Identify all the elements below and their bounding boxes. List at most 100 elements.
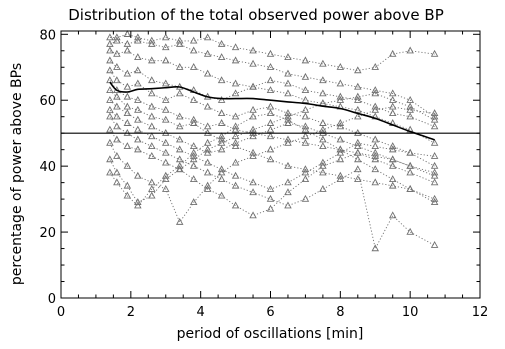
data-point bbox=[430, 49, 439, 57]
data-point bbox=[123, 39, 132, 47]
data-point bbox=[319, 135, 327, 143]
series-line-10 bbox=[109, 116, 435, 250]
data-point bbox=[134, 198, 142, 206]
data-point bbox=[371, 142, 380, 150]
data-point bbox=[217, 138, 226, 146]
series-line-1 bbox=[109, 33, 435, 72]
data-point bbox=[231, 132, 240, 140]
data-point bbox=[203, 122, 212, 130]
data-point bbox=[113, 152, 121, 159]
mean-curve bbox=[109, 81, 435, 141]
data-point bbox=[217, 175, 226, 182]
data-point bbox=[203, 33, 212, 41]
x-tick-label: 8 bbox=[336, 305, 344, 320]
data-point bbox=[371, 102, 380, 110]
data-point bbox=[175, 161, 184, 169]
data-point bbox=[113, 49, 121, 57]
data-point bbox=[123, 119, 132, 126]
data-point bbox=[354, 148, 362, 156]
data-point bbox=[217, 76, 226, 84]
data-point bbox=[161, 158, 170, 166]
data-point bbox=[301, 175, 310, 182]
data-point bbox=[301, 72, 310, 80]
data-point bbox=[189, 148, 198, 156]
data-point bbox=[148, 39, 156, 47]
data-point bbox=[301, 86, 310, 93]
data-point bbox=[319, 184, 327, 192]
data-point bbox=[388, 181, 397, 189]
data-point bbox=[249, 125, 257, 133]
data-point bbox=[266, 109, 275, 117]
data-point bbox=[266, 204, 275, 212]
data-point bbox=[113, 92, 121, 100]
data-point bbox=[319, 76, 327, 84]
data-point bbox=[406, 95, 414, 103]
series-line-13 bbox=[109, 93, 435, 203]
data-point bbox=[189, 155, 198, 163]
data-point bbox=[161, 33, 170, 41]
data-point bbox=[266, 145, 275, 153]
data-point bbox=[175, 217, 184, 225]
data-point bbox=[319, 161, 327, 169]
data-point bbox=[113, 168, 121, 176]
data-point bbox=[148, 112, 156, 120]
data-point bbox=[106, 125, 114, 133]
data-point bbox=[123, 142, 132, 150]
data-point bbox=[406, 105, 414, 113]
data-point bbox=[266, 155, 275, 163]
data-point bbox=[430, 168, 439, 176]
x-tick-label: 0 bbox=[57, 305, 65, 320]
data-point bbox=[336, 92, 345, 100]
data-point bbox=[231, 43, 240, 51]
data-point bbox=[301, 105, 310, 113]
data-point bbox=[106, 155, 114, 163]
series-line-8 bbox=[109, 99, 435, 174]
data-point bbox=[106, 138, 114, 146]
data-point bbox=[189, 63, 198, 70]
data-point bbox=[161, 56, 170, 64]
data-point bbox=[371, 148, 380, 156]
data-point bbox=[134, 33, 142, 41]
chart-title: Distribution of the total observed power… bbox=[68, 6, 444, 24]
data-point bbox=[113, 178, 121, 186]
data-point bbox=[266, 86, 275, 93]
data-point bbox=[231, 122, 240, 130]
data-point bbox=[175, 39, 184, 47]
data-point bbox=[371, 165, 380, 173]
data-point bbox=[123, 69, 132, 77]
data-point bbox=[406, 112, 414, 120]
data-point bbox=[354, 112, 362, 120]
data-point bbox=[106, 56, 114, 64]
data-point bbox=[354, 105, 362, 113]
data-point bbox=[336, 145, 345, 153]
data-point bbox=[301, 112, 310, 120]
data-point bbox=[161, 79, 170, 87]
data-point bbox=[319, 119, 327, 126]
data-point bbox=[249, 211, 257, 219]
data-point bbox=[249, 148, 257, 156]
x-tick-label: 12 bbox=[472, 305, 489, 320]
data-point bbox=[217, 119, 226, 126]
data-point bbox=[354, 95, 362, 103]
data-point bbox=[217, 39, 226, 47]
data-point bbox=[123, 46, 132, 54]
data-point bbox=[175, 89, 184, 97]
y-axis-label: percentage of power above BPs bbox=[9, 63, 25, 285]
data-point bbox=[106, 168, 114, 176]
data-point bbox=[284, 201, 292, 209]
data-point bbox=[161, 171, 170, 179]
data-point bbox=[371, 89, 380, 97]
data-point bbox=[113, 36, 121, 44]
data-point bbox=[371, 105, 380, 113]
data-point bbox=[106, 66, 114, 74]
data-point bbox=[189, 36, 198, 44]
data-point bbox=[430, 152, 439, 159]
data-point bbox=[203, 168, 212, 176]
data-point bbox=[388, 145, 397, 153]
data-point bbox=[231, 89, 240, 97]
data-point bbox=[113, 33, 121, 41]
data-point bbox=[388, 95, 397, 103]
data-point bbox=[430, 241, 439, 248]
data-point bbox=[148, 184, 156, 192]
data-point bbox=[430, 115, 439, 123]
